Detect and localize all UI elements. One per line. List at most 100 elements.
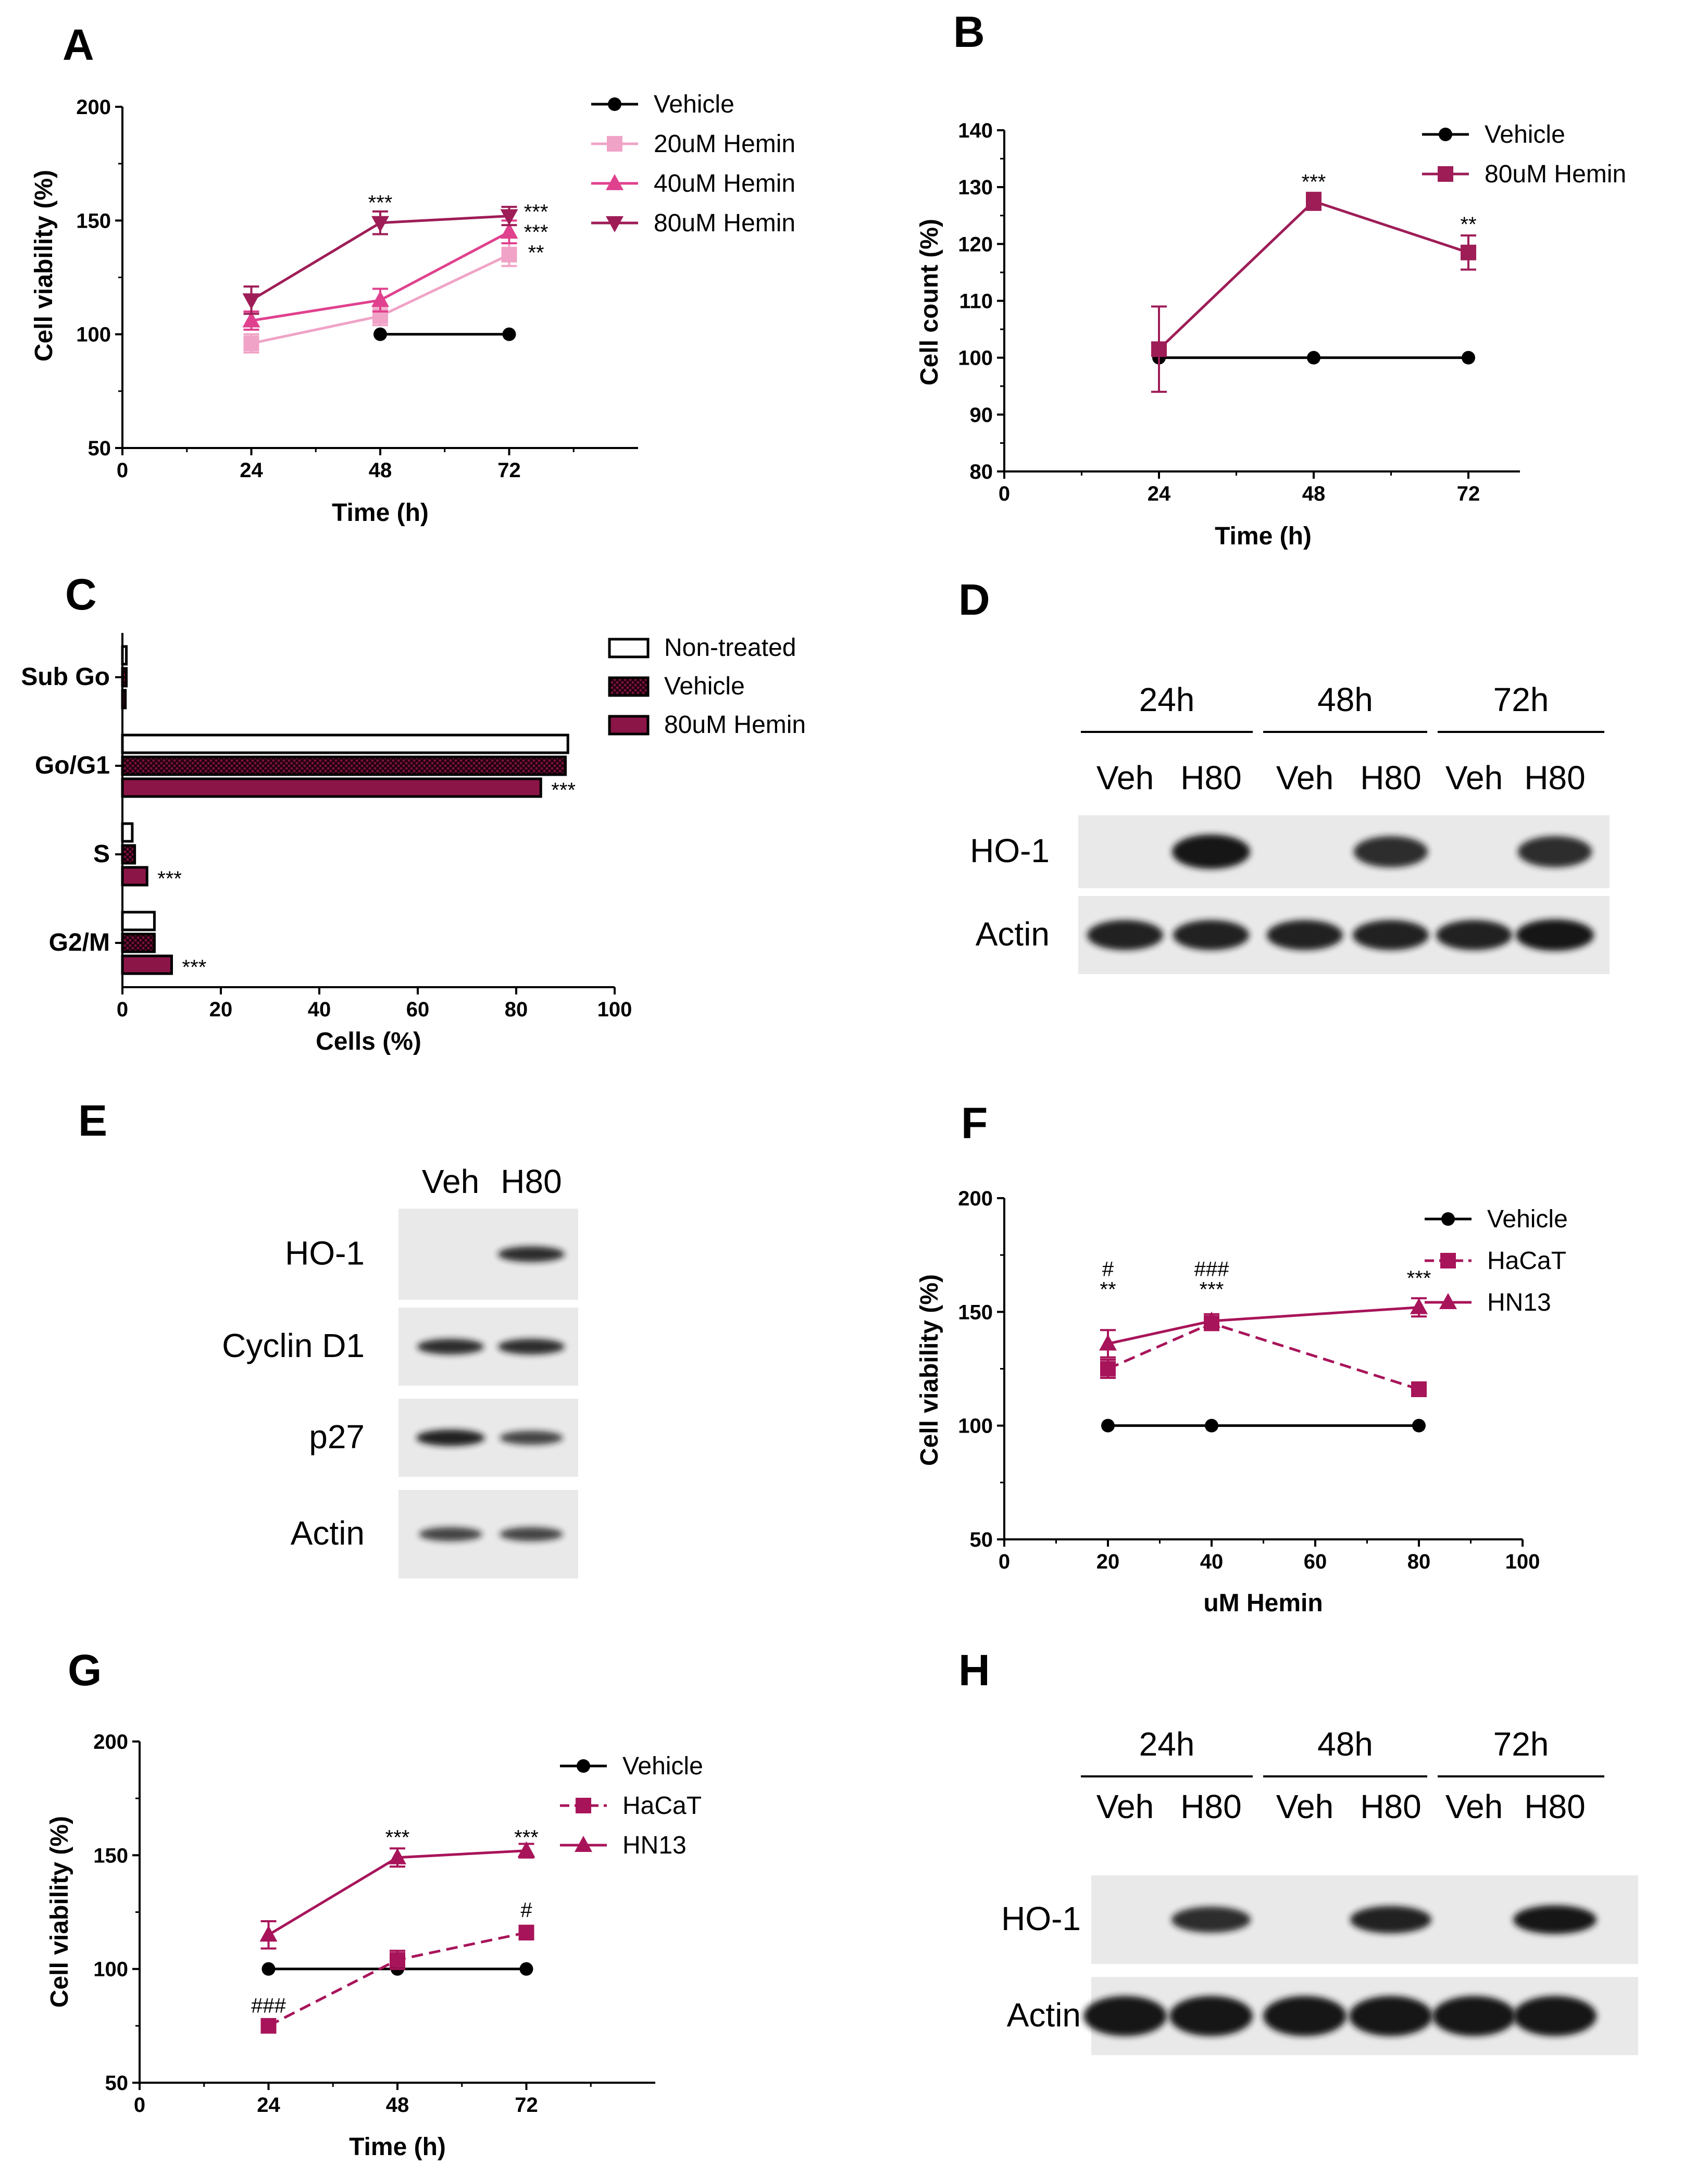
blot-band — [1350, 1906, 1431, 1934]
blot-band — [1083, 1996, 1167, 2036]
lane-label: H80 — [1524, 759, 1585, 797]
y-tick-label: 150 — [93, 1844, 128, 1867]
x-tick-label: 100 — [597, 998, 632, 1021]
legend-marker-vehicle — [1439, 128, 1452, 141]
blot-band — [1516, 919, 1594, 951]
significance-label: *** — [1200, 1278, 1224, 1301]
data-point-20um-hemin — [501, 246, 517, 263]
protein-label: HO-1 — [1001, 1900, 1081, 1937]
data-point-vehicle — [502, 327, 516, 341]
category-label: Go/G1 — [35, 752, 110, 779]
bar-80um-hemin — [121, 689, 127, 710]
legend-label-vehicle: Vehicle — [654, 91, 734, 118]
series-line-80um-hemin — [1158, 200, 1469, 351]
bar-80um-hemin — [121, 777, 542, 798]
category-label: G2/M — [49, 929, 110, 956]
x-tick-label: 72 — [1457, 482, 1480, 505]
chart-c-cell-cycle: 0 20 40 60 80 100 Cells (%) Sub Go Go/G1 S G2/M ***… — [21, 633, 806, 1055]
lane-label: H80 — [501, 1163, 562, 1200]
blot-band — [1263, 1996, 1347, 2036]
x-tick-label: 80 — [1407, 1550, 1431, 1573]
y-tick-label: 200 — [76, 96, 111, 119]
legend-marker-vehicle — [577, 1759, 590, 1773]
lane-label: Veh — [1276, 759, 1333, 797]
data-point-80um-hemin — [1306, 193, 1321, 209]
lane-label: Veh — [1445, 1788, 1503, 1825]
blot-band — [1353, 836, 1428, 867]
protein-label: Cyclin D1 — [222, 1327, 365, 1364]
data-point-hacat — [260, 2018, 277, 2034]
protein-label: p27 — [309, 1418, 365, 1456]
lane-label: Veh — [422, 1163, 479, 1200]
blot-band — [416, 1429, 485, 1446]
x-tick-label: 72 — [497, 459, 521, 482]
y-tick-label: 80 — [970, 461, 993, 483]
panel-label-a: A — [63, 20, 94, 69]
data-point-80um-hemin — [371, 216, 389, 232]
x-tick-label: 40 — [308, 998, 331, 1021]
bar-80um-hemin — [121, 866, 148, 887]
blot-band — [500, 1430, 563, 1445]
x-tick-label: 48 — [386, 2094, 409, 2117]
x-tick-label: 80 — [505, 998, 528, 1021]
timepoint-label: 72h — [1493, 1725, 1549, 1763]
significance-label: *** — [524, 221, 548, 244]
data-point-40um-hemin — [500, 222, 518, 239]
protein-label: HO-1 — [285, 1235, 365, 1272]
category-label: Sub Go — [21, 663, 110, 691]
x-tick-label: 0 — [999, 482, 1010, 505]
legend-swatch-non-treated — [608, 638, 650, 658]
data-point-hacat — [1411, 1381, 1427, 1397]
legend-label-vehicle: Vehicle — [1487, 1205, 1568, 1233]
data-point-80um-hemin — [500, 209, 518, 226]
y-tick-label: 150 — [76, 209, 111, 232]
legend-marker-hn13 — [1439, 1293, 1457, 1309]
y-tick-label: 150 — [958, 1301, 993, 1324]
x-tick-label: 20 — [1096, 1550, 1120, 1573]
western-blot-h: 24h 48h 72h Veh H80 Veh H80 Veh H80 HO-1 Actin — [1001, 1725, 1638, 2055]
timepoint-label: 24h — [1139, 681, 1195, 718]
data-point-40um-hemin — [371, 291, 389, 307]
timepoint-label: 48h — [1317, 681, 1373, 718]
x-tick-label: 48 — [1302, 482, 1326, 505]
data-point-vehicle — [519, 1962, 533, 1976]
legend-label-non-treated: Non-treated — [664, 634, 796, 662]
lane-label: H80 — [1524, 1788, 1585, 1825]
significance-label: ** — [1460, 213, 1476, 236]
data-point-hacat — [390, 1952, 405, 1968]
legend-marker-vehicle — [1441, 1212, 1455, 1226]
significance-label: ** — [528, 241, 544, 264]
western-blot-e: Veh H80 HO-1 Cyclin D1 p27 Actin — [222, 1163, 578, 1578]
blot-band — [1349, 1996, 1432, 2036]
lane-label: H80 — [1180, 759, 1241, 797]
legend-label-80um-hemin: 80uM Hemin — [664, 711, 806, 739]
y-tick-label: 200 — [958, 1187, 993, 1210]
bar-80um-hemin — [121, 954, 173, 975]
legend-label-80um-hemin: 80uM Hemin — [654, 209, 795, 237]
timepoint-label: 72h — [1493, 681, 1549, 718]
blot-band — [497, 1246, 565, 1262]
legend-label-vehicle: Vehicle — [1485, 121, 1565, 148]
blot-band — [1432, 1996, 1516, 2036]
data-point-hacat — [1100, 1361, 1116, 1377]
protein-label: Actin — [291, 1514, 365, 1552]
legend-label-80um-hemin: 80uM Hemin — [1485, 160, 1626, 188]
lane-label: H80 — [1360, 759, 1421, 797]
significance-label: ** — [1100, 1278, 1116, 1301]
blot-band — [1436, 920, 1513, 950]
data-point-hn13 — [1203, 1311, 1220, 1328]
legend-swatch-vehicle — [608, 676, 650, 697]
series-line-hn13 — [1107, 1306, 1419, 1345]
significance-label: ### — [251, 1995, 286, 2018]
series-line-hacat — [268, 1931, 527, 2027]
legend-marker-vehicle — [608, 97, 621, 111]
legend-label-40um-hemin: 40uM Hemin — [654, 170, 795, 197]
panel-label-b: B — [953, 7, 985, 56]
data-point-hn13 — [1099, 1334, 1117, 1351]
significance-label: *** — [368, 191, 393, 214]
blot-band — [1352, 920, 1429, 950]
significance-label: *** — [182, 956, 207, 979]
data-point-hn13 — [259, 1925, 278, 1942]
lane-label: H80 — [1180, 1788, 1241, 1825]
